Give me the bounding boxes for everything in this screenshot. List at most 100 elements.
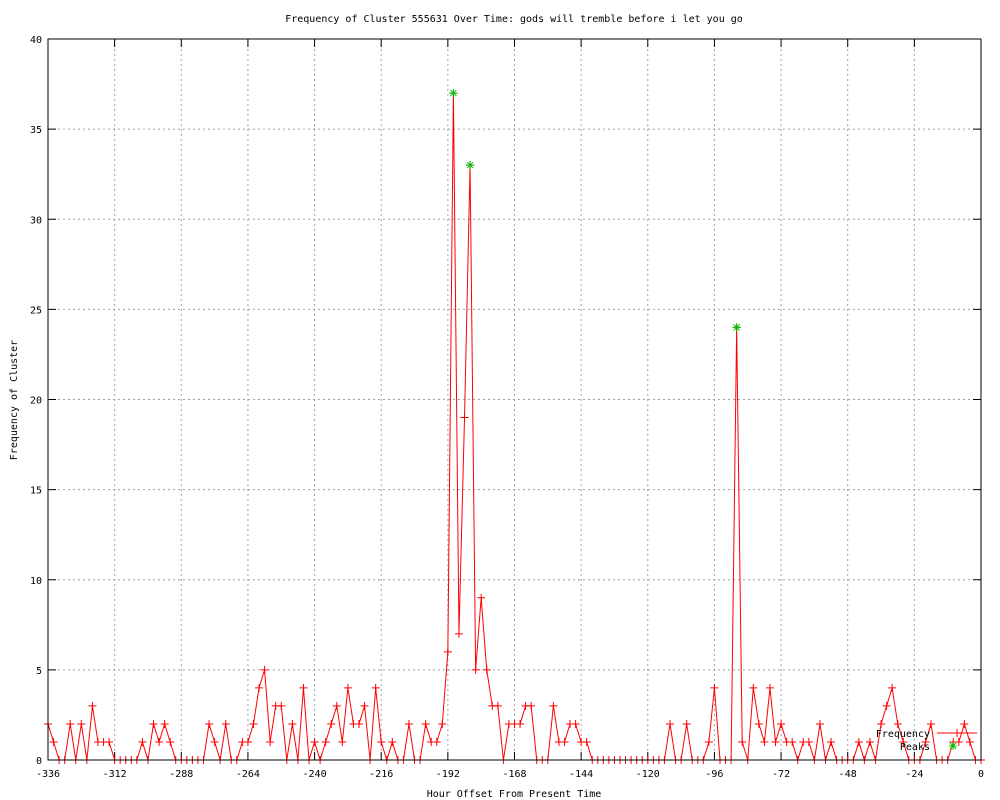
x-tick-label: -264 [236, 769, 260, 780]
frequency-point [582, 737, 591, 746]
frequency-point [493, 701, 502, 710]
frequency-point [243, 737, 252, 746]
frequency-point [221, 719, 230, 728]
frequency-point [482, 665, 491, 674]
frequency-point [754, 719, 763, 728]
frequency-point [360, 701, 369, 710]
frequency-point [804, 737, 813, 746]
frequency-point [88, 701, 97, 710]
frequency-point [377, 737, 386, 746]
frequency-point [421, 719, 430, 728]
frequency-point [527, 701, 536, 710]
legend-label-frequency: Frequency [876, 729, 930, 740]
frequency-point [149, 719, 158, 728]
frequency-point [865, 737, 874, 746]
y-tick-label: 25 [30, 305, 42, 316]
frequency-point [477, 593, 486, 602]
frequency-point [471, 665, 480, 674]
frequency-point [571, 719, 580, 728]
x-tick-label: -216 [369, 769, 393, 780]
chart-title: Frequency of Cluster 555631 Over Time: g… [285, 14, 743, 25]
peak-point [449, 89, 458, 98]
y-tick-label: 15 [30, 486, 42, 497]
frequency-point [277, 701, 286, 710]
x-tick-label: -120 [636, 769, 660, 780]
x-tick-label: -96 [705, 769, 723, 780]
frequency-point [49, 737, 58, 746]
frequency-point [560, 737, 569, 746]
frequency-point [954, 737, 963, 746]
frequency-point [710, 683, 719, 692]
frequency-point [760, 737, 769, 746]
frequency-point [749, 683, 758, 692]
grid [48, 39, 981, 760]
frequency-point [899, 737, 908, 746]
x-tick-label: -144 [569, 769, 593, 780]
y-tick-label: 30 [30, 215, 42, 226]
y-tick-label: 5 [36, 666, 42, 677]
x-tick-label: -72 [772, 769, 790, 780]
frequency-point [921, 737, 930, 746]
x-tick-label: -168 [502, 769, 526, 780]
frequency-point [893, 719, 902, 728]
frequency-point [888, 683, 897, 692]
frequency-point [205, 719, 214, 728]
frequency-point [105, 737, 114, 746]
legend-frequency-marker [953, 729, 961, 737]
frequency-point [432, 737, 441, 746]
frequency-point [310, 737, 319, 746]
x-tick-label: -48 [839, 769, 857, 780]
frequency-point [332, 701, 341, 710]
frequency-point [166, 737, 175, 746]
frequency-point [882, 701, 891, 710]
frequency-point [343, 683, 352, 692]
y-axis-label: Frequency of Cluster [9, 340, 20, 460]
frequency-point [927, 719, 936, 728]
frequency-point [288, 719, 297, 728]
y-tick-label: 40 [30, 35, 42, 46]
frequency-point [443, 647, 452, 656]
frequency-point [321, 737, 330, 746]
y-tick-label: 35 [30, 125, 42, 136]
frequency-point [155, 737, 164, 746]
x-tick-label: -336 [36, 769, 60, 780]
frequency-point [460, 413, 469, 422]
x-tick-label: -24 [905, 769, 923, 780]
x-tick-label: -312 [103, 769, 127, 780]
frequency-point [704, 737, 713, 746]
frequency-point [765, 683, 774, 692]
frequency-point [266, 737, 275, 746]
frequency-point [877, 719, 886, 728]
y-tick-label: 20 [30, 396, 42, 407]
x-tick-label: -288 [169, 769, 193, 780]
frequency-point [255, 683, 264, 692]
frequency-point [260, 665, 269, 674]
frequency-point [355, 719, 363, 728]
frequency-point [388, 737, 397, 746]
y-tick-label: 0 [36, 756, 42, 767]
frequency-point [438, 719, 447, 728]
frequency-point [210, 737, 219, 746]
frequency-point [138, 737, 147, 746]
frequency-point [66, 719, 75, 728]
frequency-point [771, 737, 780, 746]
frequency-point [77, 719, 86, 728]
frequency-point [960, 719, 969, 728]
frequency-point [371, 683, 380, 692]
frequency-point [516, 719, 525, 728]
y-tick-label: 10 [30, 576, 42, 587]
ticks: 0 5 10 15 20 25 30 35 40 -336 -312 -288 -264 -24 0 -216… [30, 35, 984, 780]
x-tick-label: -192 [436, 769, 460, 780]
frequency-point [299, 683, 308, 692]
legend: Frequency Peaks [876, 729, 977, 753]
frequency-point [815, 719, 824, 728]
frequency-point [682, 719, 691, 728]
frequency-point [854, 737, 863, 746]
frequency-point [666, 719, 674, 728]
x-axis-label: Hour Offset From Present Time [427, 789, 602, 800]
x-tick-label: 0 [978, 769, 984, 780]
frequency-point [327, 719, 336, 728]
frequency-point [777, 719, 786, 728]
legend-label-peaks: Peaks [900, 742, 930, 753]
